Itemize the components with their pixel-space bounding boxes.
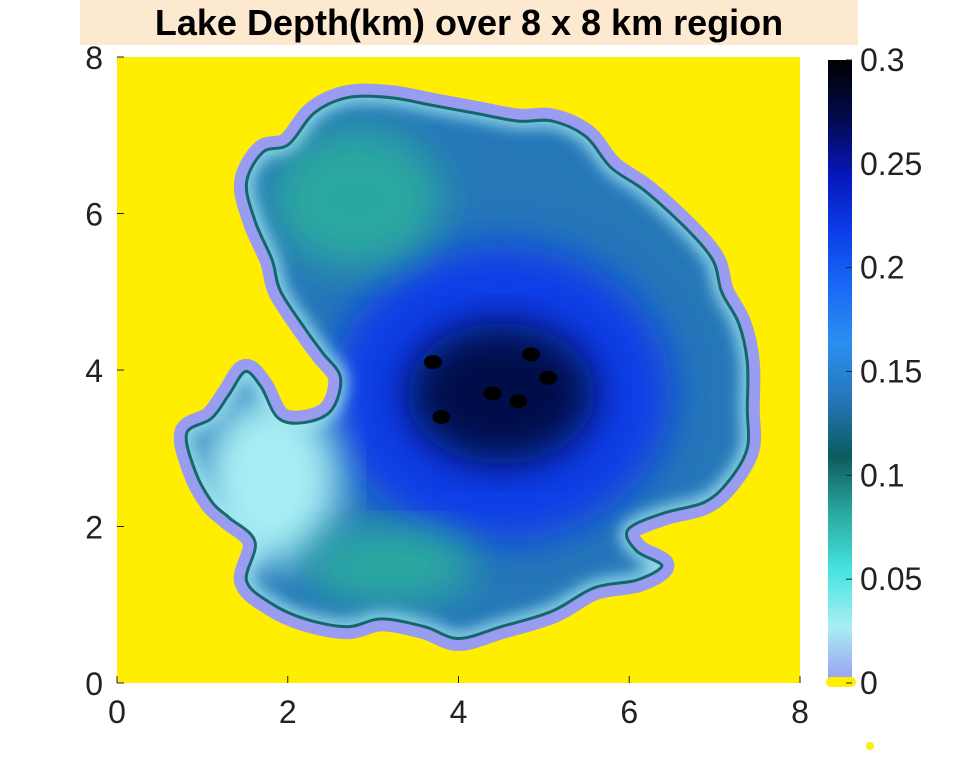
lake-rim-outer: [173, 83, 762, 651]
y-tick-label-2: 4: [85, 353, 103, 389]
lake-layer: [173, 83, 762, 651]
colorbar-tick-label-5: 0.25: [860, 146, 922, 182]
colorbar-tick-label-2: 0.1: [860, 457, 904, 493]
deep-spot-3: [509, 394, 528, 409]
deep-spot-5: [539, 370, 558, 385]
y-tick-label-4: 8: [85, 40, 103, 76]
colorbar-tick-label-3: 0.15: [860, 354, 922, 390]
colorbar-tick-label-4: 0.2: [860, 250, 904, 286]
chart-title: Lake Depth(km) over 8 x 8 km region: [154, 2, 784, 43]
deep-spot-0: [423, 355, 442, 370]
colorbar-tick-label-0: 0: [860, 665, 878, 701]
depth-lobe-4: [304, 526, 476, 605]
title-background: Lake Depth(km) over 8 x 8 km region: [80, 0, 858, 45]
deep-spot-4: [522, 347, 541, 362]
x-tick-label-2: 4: [450, 694, 468, 730]
depth-lobe-2: [270, 127, 442, 269]
colorbar-dot-marker: [866, 742, 874, 750]
colorbar-tick-label-6: 0.3: [860, 42, 904, 78]
axes: 0 2 4 6 8 0 2 4 6 8: [85, 40, 809, 730]
colorbar-base-marker: [826, 677, 856, 687]
x-tick-label-0: 0: [108, 694, 126, 730]
colorbar: 0 0.05 0.1 0.15 0.2 0.25 0.3: [826, 42, 922, 750]
y-tick-label-3: 6: [85, 197, 103, 233]
x-tick-label-3: 6: [620, 694, 638, 730]
colorbar-tick-label-1: 0.05: [860, 561, 922, 597]
x-tick-label-4: 8: [791, 694, 809, 730]
y-tick-label-1: 2: [85, 510, 103, 546]
deep-spot-1: [432, 409, 451, 424]
x-tick-label-1: 2: [279, 694, 297, 730]
deep-spot-2: [483, 386, 502, 401]
y-tick-label-0: 0: [85, 666, 103, 702]
